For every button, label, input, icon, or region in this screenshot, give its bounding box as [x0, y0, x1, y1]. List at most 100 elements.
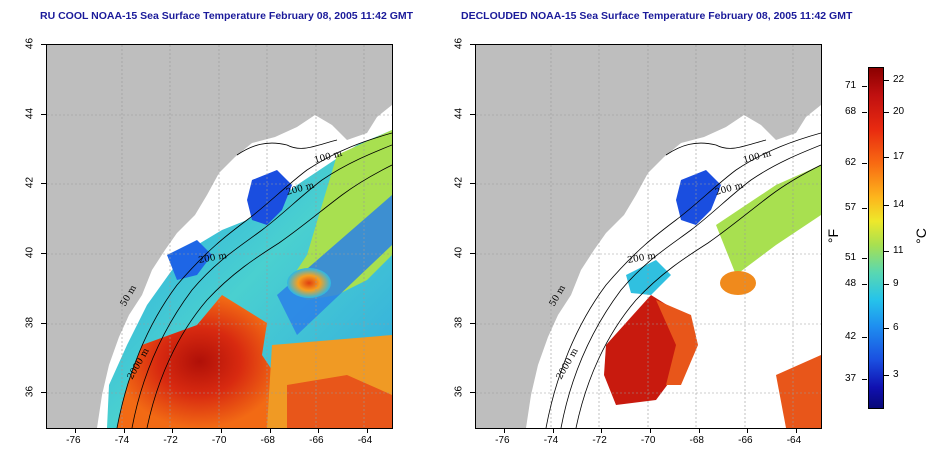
gulf-stream-filament: [277, 195, 392, 335]
celsius-tick-label: 11: [893, 245, 904, 256]
celsius-tick-label: 6: [893, 322, 899, 333]
celsius-tick-mark: [884, 205, 889, 206]
y-tick-mark-right: [470, 183, 475, 185]
x-tick-mark-left: [75, 428, 77, 433]
fahrenheit-tick-mark: [862, 258, 867, 259]
x-tick-label-right: -74: [543, 435, 559, 446]
fahrenheit-tick-mark: [862, 86, 867, 87]
x-tick-mark-left: [220, 428, 222, 433]
fahrenheit-tick-mark: [862, 337, 867, 338]
x-tick-mark-left: [318, 428, 320, 433]
x-tick-mark-right: [747, 428, 749, 433]
celsius-tick-mark: [884, 284, 889, 285]
y-tick-mark-right: [470, 322, 475, 324]
left-map-title: RU COOL NOAA-15 Sea Surface Temperature …: [40, 10, 414, 22]
fahrenheit-tick-label: 51: [845, 252, 857, 263]
scattered-patches: [626, 260, 671, 295]
gulf-stream-core: [117, 295, 282, 428]
sst-colorbar: [868, 67, 884, 409]
fahrenheit-tick-mark: [862, 208, 867, 209]
fahrenheit-tick-mark: [862, 284, 867, 285]
y-tick-label-right: 38: [453, 316, 465, 328]
declouded-sst-map-graphic: 100 m 200 m 200 m 50 m 2000 m: [476, 45, 821, 428]
x-tick-mark-left: [123, 428, 125, 433]
y-tick-label-right: 42: [453, 177, 465, 189]
x-tick-label-right: -68: [689, 435, 704, 446]
graticule: [47, 45, 392, 428]
y-tick-mark-left: [41, 392, 46, 394]
y-tick-label-left: 44: [24, 107, 36, 119]
raw-sst-map-graphic: 100 m 200 m 200 m 50 m 2000 m: [47, 45, 392, 428]
celsius-tick-label: 20: [893, 106, 905, 117]
y-tick-mark-right: [470, 44, 475, 45]
x-tick-label-left: -74: [114, 435, 130, 446]
celsius-tick-label: 9: [893, 278, 899, 289]
fahrenheit-tick-label: 71: [845, 80, 857, 91]
y-tick-label-left: 42: [24, 177, 36, 189]
y-tick-label-left: 38: [24, 316, 36, 328]
y-tick-mark-left: [41, 322, 46, 324]
land-mass: [476, 45, 821, 428]
declouded-sst-map: 100 m 200 m 200 m 50 m 2000 m: [475, 44, 822, 429]
celsius-tick-mark: [884, 80, 889, 81]
x-tick-label-right: -66: [738, 435, 753, 446]
fahrenheit-tick-label: 62: [845, 157, 857, 168]
fahrenheit-tick-mark: [862, 163, 867, 164]
bathymetry-contours: [116, 132, 392, 428]
celsius-tick-mark: [884, 251, 889, 252]
y-tick-mark-right: [470, 392, 475, 394]
land-mass: [47, 45, 392, 428]
fahrenheit-tick-label: 57: [845, 202, 857, 213]
x-tick-mark-right: [552, 428, 554, 433]
celsius-tick-mark: [884, 157, 889, 158]
fahrenheit-tick-label: 37: [845, 373, 857, 384]
celsius-tick-label: 17: [893, 151, 905, 162]
y-tick-mark-left: [41, 113, 46, 115]
fahrenheit-tick-mark: [862, 379, 867, 380]
nova-scotia: [726, 45, 821, 95]
fahrenheit-tick-label: 42: [845, 331, 857, 342]
x-tick-label-left: -66: [309, 435, 324, 446]
southern-warm-water: [776, 355, 821, 428]
cold-shelf-patch-2: [167, 240, 212, 280]
gulf-stream-edge: [656, 300, 698, 385]
celsius-tick-label: 14: [893, 199, 905, 210]
x-tick-mark-left: [366, 428, 368, 433]
celsius-unit: °C: [912, 228, 929, 244]
x-tick-mark-right: [698, 428, 700, 433]
y-tick-mark-right: [470, 252, 475, 254]
x-tick-mark-left: [172, 428, 174, 433]
fahrenheit-unit: °F: [825, 228, 842, 244]
fahrenheit-tick-label: 48: [845, 278, 857, 289]
x-tick-mark-left: [269, 428, 271, 433]
x-tick-label-left: -76: [66, 435, 81, 446]
x-tick-mark-right: [795, 428, 797, 433]
svg-text:100 m: 100 m: [742, 149, 773, 166]
x-tick-mark-right: [649, 428, 651, 433]
y-tick-label-left: 36: [24, 386, 36, 398]
x-tick-label-left: -72: [163, 435, 178, 446]
y-tick-label-right: 44: [453, 107, 465, 119]
raw-sst-map: 100 m 200 m 200 m 50 m 2000 m: [46, 44, 393, 429]
slope-band: [716, 165, 821, 275]
x-tick-label-left: -64: [357, 435, 373, 446]
x-tick-label-right: -64: [786, 435, 802, 446]
y-tick-mark-right: [470, 113, 475, 115]
graticule: [476, 45, 821, 428]
y-tick-label-right: 36: [453, 386, 465, 398]
fahrenheit-tick-label: 68: [845, 106, 857, 117]
cold-shelf-patch: [676, 170, 721, 225]
celsius-tick-label: 3: [893, 369, 899, 380]
y-tick-label-right: 46: [453, 37, 465, 50]
right-map-title: DECLOUDED NOAA-15 Sea Surface Temperatur…: [461, 10, 853, 22]
svg-text:200 m: 200 m: [198, 251, 228, 266]
celsius-tick-mark: [884, 328, 889, 329]
x-tick-label-right: -72: [592, 435, 607, 446]
y-tick-label-left: 40: [24, 246, 36, 258]
svg-text:200 m: 200 m: [627, 251, 657, 266]
bathymetry-contours: [545, 132, 821, 428]
celsius-tick-mark: [884, 375, 889, 376]
y-tick-label-right: 40: [453, 246, 465, 258]
warm-eddy: [720, 271, 756, 295]
x-tick-mark-right: [504, 428, 506, 433]
